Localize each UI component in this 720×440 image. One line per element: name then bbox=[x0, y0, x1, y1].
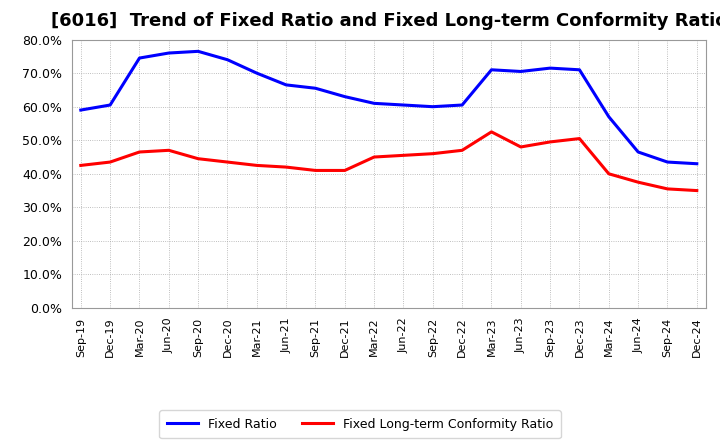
Fixed Ratio bbox=[341, 94, 349, 99]
Fixed Long-term Conformity Ratio bbox=[164, 148, 173, 153]
Fixed Ratio bbox=[164, 50, 173, 55]
Fixed Long-term Conformity Ratio bbox=[282, 165, 290, 170]
Fixed Ratio bbox=[76, 107, 85, 113]
Fixed Ratio bbox=[575, 67, 584, 73]
Fixed Ratio bbox=[693, 161, 701, 166]
Fixed Ratio bbox=[311, 86, 320, 91]
Fixed Ratio bbox=[223, 57, 232, 62]
Fixed Ratio bbox=[663, 159, 672, 165]
Fixed Long-term Conformity Ratio bbox=[575, 136, 584, 141]
Fixed Ratio bbox=[634, 149, 642, 154]
Fixed Long-term Conformity Ratio bbox=[194, 156, 202, 161]
Fixed Long-term Conformity Ratio bbox=[546, 139, 554, 145]
Fixed Long-term Conformity Ratio bbox=[516, 144, 525, 150]
Legend: Fixed Ratio, Fixed Long-term Conformity Ratio: Fixed Ratio, Fixed Long-term Conformity … bbox=[159, 410, 561, 438]
Fixed Ratio bbox=[546, 66, 554, 71]
Fixed Long-term Conformity Ratio bbox=[605, 171, 613, 176]
Fixed Long-term Conformity Ratio bbox=[253, 163, 261, 168]
Fixed Long-term Conformity Ratio bbox=[76, 163, 85, 168]
Fixed Long-term Conformity Ratio bbox=[311, 168, 320, 173]
Fixed Ratio bbox=[194, 49, 202, 54]
Line: Fixed Long-term Conformity Ratio: Fixed Long-term Conformity Ratio bbox=[81, 132, 697, 191]
Title: [6016]  Trend of Fixed Ratio and Fixed Long-term Conformity Ratio: [6016] Trend of Fixed Ratio and Fixed Lo… bbox=[50, 12, 720, 30]
Fixed Ratio bbox=[370, 101, 379, 106]
Fixed Long-term Conformity Ratio bbox=[370, 154, 379, 160]
Fixed Ratio bbox=[399, 103, 408, 108]
Fixed Long-term Conformity Ratio bbox=[223, 159, 232, 165]
Line: Fixed Ratio: Fixed Ratio bbox=[81, 51, 697, 164]
Fixed Ratio bbox=[428, 104, 437, 109]
Fixed Ratio bbox=[516, 69, 525, 74]
Fixed Long-term Conformity Ratio bbox=[428, 151, 437, 156]
Fixed Long-term Conformity Ratio bbox=[399, 153, 408, 158]
Fixed Long-term Conformity Ratio bbox=[693, 188, 701, 193]
Fixed Ratio bbox=[282, 82, 290, 88]
Fixed Long-term Conformity Ratio bbox=[663, 186, 672, 191]
Fixed Long-term Conformity Ratio bbox=[106, 159, 114, 165]
Fixed Long-term Conformity Ratio bbox=[341, 168, 349, 173]
Fixed Long-term Conformity Ratio bbox=[487, 129, 496, 135]
Fixed Ratio bbox=[487, 67, 496, 73]
Fixed Ratio bbox=[605, 114, 613, 119]
Fixed Long-term Conformity Ratio bbox=[135, 149, 144, 154]
Fixed Ratio bbox=[106, 103, 114, 108]
Fixed Ratio bbox=[135, 55, 144, 61]
Fixed Ratio bbox=[253, 70, 261, 76]
Fixed Ratio bbox=[458, 103, 467, 108]
Fixed Long-term Conformity Ratio bbox=[458, 148, 467, 153]
Fixed Long-term Conformity Ratio bbox=[634, 180, 642, 185]
